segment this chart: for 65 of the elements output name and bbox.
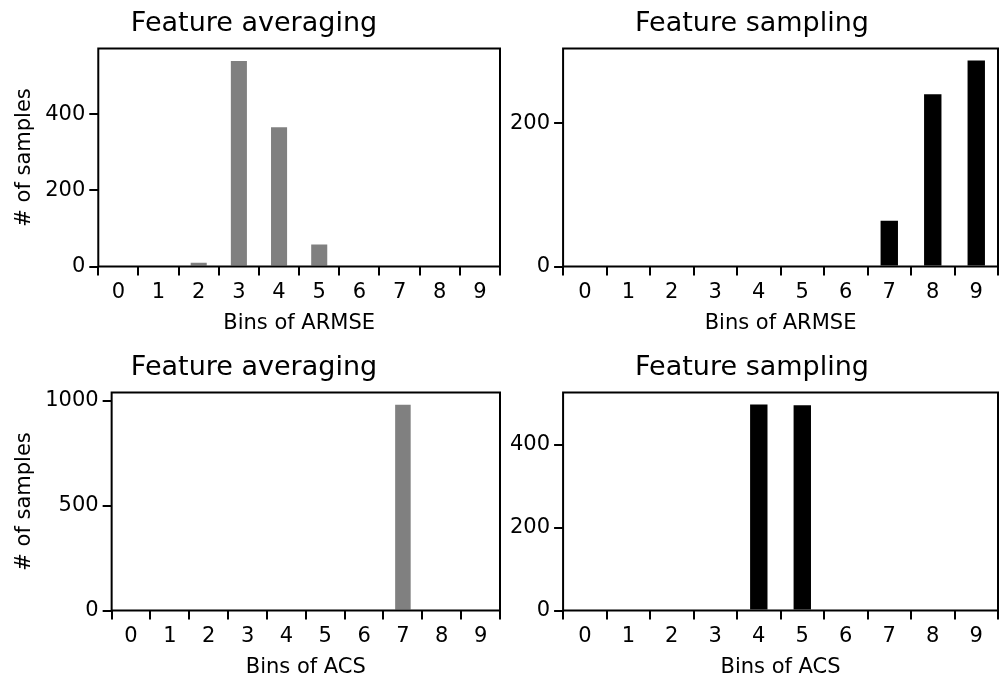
x-tick-label: 7 xyxy=(396,622,410,647)
x-tick-label: 2 xyxy=(202,622,216,647)
x-axis-title: Bins of ARMSE xyxy=(223,309,376,334)
x-tick-label: 6 xyxy=(839,622,853,647)
x-tick-label: 8 xyxy=(926,278,940,303)
x-tick-label: 1 xyxy=(163,622,177,647)
y-tick-label: 200 xyxy=(509,514,551,539)
chart-title: Feature sampling xyxy=(635,350,869,382)
x-tick-label: 9 xyxy=(969,278,983,303)
x-tick-label: 3 xyxy=(232,278,246,303)
x-tick-label: 6 xyxy=(357,622,371,647)
chart-title: Feature sampling xyxy=(635,6,869,38)
bar xyxy=(271,127,288,266)
x-tick-label: 8 xyxy=(433,278,447,303)
x-tick-label: 8 xyxy=(926,622,940,647)
x-tick-label: 4 xyxy=(752,278,766,303)
y-tick-label: 0 xyxy=(536,253,551,278)
bar xyxy=(311,244,328,266)
x-tick-label: 5 xyxy=(795,278,809,303)
y-tick-label: 0 xyxy=(85,597,99,622)
x-tick-label: 9 xyxy=(969,622,983,647)
chart-title: Feature averaging xyxy=(130,6,378,38)
x-tick-label: 0 xyxy=(111,278,126,303)
chart-title: Feature averaging xyxy=(130,350,378,382)
y-tick-label: 400 xyxy=(45,100,86,125)
x-tick-label: 6 xyxy=(839,278,853,303)
x-tick-label: 6 xyxy=(352,278,367,303)
y-tick-label: 0 xyxy=(536,597,551,622)
y-tick-label: 1000 xyxy=(45,387,99,412)
y-tick-label: 0 xyxy=(71,253,86,278)
x-tick-label: 5 xyxy=(795,622,809,647)
bar xyxy=(230,60,247,266)
x-tick-label: 0 xyxy=(578,278,592,303)
x-tick-label: 4 xyxy=(752,622,766,647)
x-tick-label: 7 xyxy=(392,278,407,303)
x-tick-label: 5 xyxy=(312,278,326,303)
x-axis-title: Bins of ACS xyxy=(720,653,841,678)
x-tick-label: 2 xyxy=(665,622,679,647)
x-tick-label: 1 xyxy=(151,278,166,303)
y-tick-label: 400 xyxy=(509,431,551,456)
x-axis-title: Bins of ACS xyxy=(245,653,366,678)
x-tick-label: 2 xyxy=(192,278,206,303)
x-tick-label: 1 xyxy=(621,622,636,647)
y-tick-label: 200 xyxy=(45,176,86,201)
x-tick-label: 1 xyxy=(621,278,636,303)
x-tick-label: 0 xyxy=(578,622,592,647)
x-tick-label: 7 xyxy=(882,622,896,647)
x-tick-label: 9 xyxy=(473,622,488,647)
x-tick-label: 4 xyxy=(272,278,286,303)
y-axis-title: # of samples xyxy=(11,88,36,227)
x-tick-label: 2 xyxy=(665,278,679,303)
x-tick-label: 7 xyxy=(882,278,896,303)
x-tick-label: 3 xyxy=(708,278,722,303)
x-axis-title: Bins of ARMSE xyxy=(704,309,857,334)
x-tick-label: 9 xyxy=(473,278,487,303)
y-axis-title: # of samples xyxy=(11,432,36,571)
x-tick-label: 8 xyxy=(435,622,449,647)
bar xyxy=(190,262,207,266)
y-tick-label: 500 xyxy=(58,492,99,517)
x-tick-label: 3 xyxy=(240,622,255,647)
y-tick-label: 200 xyxy=(509,109,551,134)
x-tick-label: 5 xyxy=(318,622,332,647)
x-tick-label: 0 xyxy=(124,622,138,647)
x-tick-label: 3 xyxy=(708,622,722,647)
x-tick-label: 4 xyxy=(279,622,294,647)
